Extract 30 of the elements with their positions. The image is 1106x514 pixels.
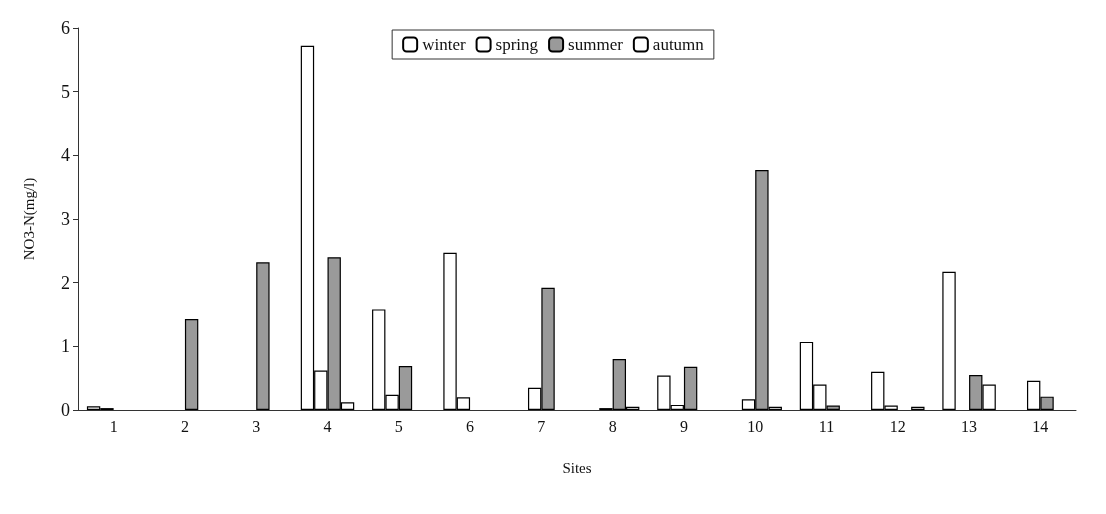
x-tick-label: 8 [608, 417, 617, 435]
x-tick-label: 9 [679, 417, 688, 435]
bar [184, 318, 199, 410]
x-tick-label: 6 [466, 417, 475, 435]
x-tick-label: 13 [961, 417, 978, 435]
x-tick-label: 11 [818, 417, 835, 435]
x-tick-label: 12 [889, 417, 906, 435]
x-tick-label: 5 [394, 417, 403, 435]
x-tick-label: 2 [180, 417, 189, 435]
x-tick-label: 3 [252, 417, 261, 435]
y-tick-label: 3 [61, 209, 70, 229]
bar [256, 262, 270, 410]
x-tick-label: 10 [747, 417, 764, 435]
y-tick-label: 0 [61, 400, 70, 420]
y-tick-label: 5 [61, 81, 70, 102]
legend-label: winter [422, 35, 466, 54]
y-tick-label: 2 [61, 272, 70, 293]
legend-label: summer [568, 35, 624, 54]
legend-label: spring [495, 35, 539, 54]
x-axis-title: Sites [562, 459, 592, 476]
x-tick-label: 14 [1032, 417, 1049, 435]
x-tick-label: 1 [109, 417, 118, 435]
y-axis-title: NO3-N(mg/l) [20, 177, 38, 261]
y-tick-label: 4 [61, 145, 70, 166]
x-tick-label: 4 [323, 417, 332, 435]
legend-label: autumn [652, 35, 705, 54]
y-tick-label: 6 [61, 18, 70, 38]
x-tick-label: 7 [537, 417, 546, 435]
y-tick-label: 1 [61, 336, 70, 357]
bar [942, 271, 956, 410]
